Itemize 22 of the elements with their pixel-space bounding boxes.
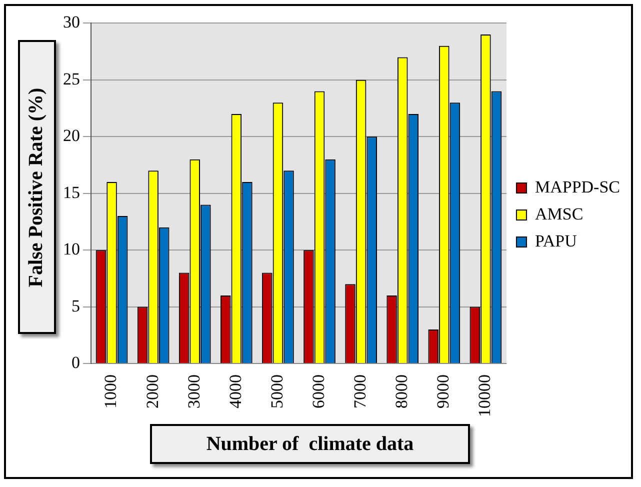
y-tick-label: 20 (63, 126, 80, 146)
x-tick-label: 4000 (226, 374, 245, 408)
legend-label: MAPPD-SC (534, 177, 620, 196)
y-tick-label: 25 (63, 69, 80, 88)
x-tick-label: 3000 (184, 374, 204, 408)
x-axis-title: Number of climate data (150, 424, 470, 464)
legend-label: AMSC (534, 204, 584, 224)
y-tick-label: 15 (63, 182, 80, 202)
x-tick-label: 7000 (350, 374, 370, 408)
x-tick-label: 10000 (475, 374, 494, 417)
x-tick-label: 6000 (308, 374, 328, 408)
legend-label: PAPU (534, 231, 577, 250)
y-axis-title: False Positive Rate (%) (26, 87, 48, 287)
y-tick-label: 0 (72, 352, 80, 372)
x-tick-label: 5000 (267, 374, 286, 408)
y-tick-label: 30 (63, 12, 80, 32)
y-tick-label: 5 (72, 296, 80, 316)
x-tick-label: 1000 (101, 374, 120, 408)
x-tick-label: 9000 (434, 374, 453, 408)
x-tick-label: 2000 (142, 374, 162, 408)
y-tick-label: 10 (63, 240, 80, 259)
x-tick-label: 8000 (392, 374, 412, 408)
